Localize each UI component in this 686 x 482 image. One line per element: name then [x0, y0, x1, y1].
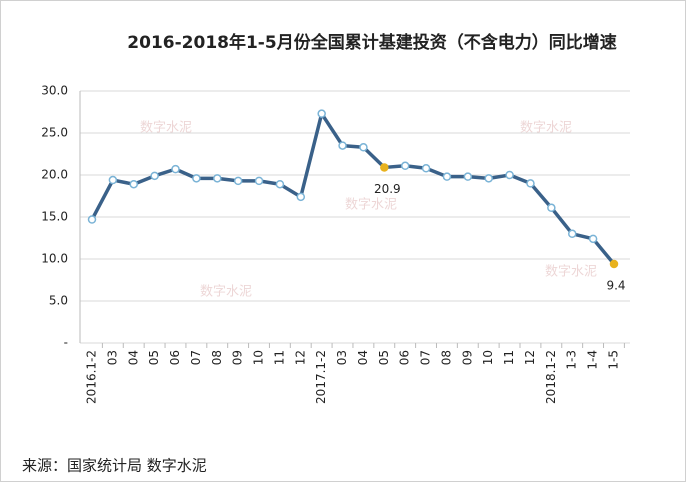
marker [421, 164, 431, 173]
marker [442, 172, 452, 181]
x-tick-label: 03 [105, 350, 119, 365]
marker [588, 234, 598, 244]
marker [526, 179, 535, 188]
x-tick-label: 06 [168, 350, 182, 365]
x-tick-label: 08 [439, 350, 453, 365]
marker [192, 174, 201, 183]
y-tick-label: 20.0 [41, 168, 68, 182]
x-tick-label: 2016.1-2 [85, 350, 99, 404]
watermark: 数字水泥 [520, 121, 572, 136]
source: 来源：国家统计局 数字水泥 [22, 457, 207, 475]
marker [275, 179, 285, 189]
watermark: 数字水泥 [345, 198, 397, 213]
chart-title: 2016-2018年1-5月份全国累计基建投资（不含电力）同比增速 [127, 32, 616, 53]
watermark: 数字水泥 [200, 285, 252, 300]
x-tick-label: 10 [252, 350, 266, 365]
marker [213, 174, 222, 183]
y-tick-label: 30.0 [41, 84, 68, 98]
marker [87, 215, 97, 224]
x-tick-label: 11 [272, 350, 286, 365]
marker [567, 229, 577, 239]
marker [254, 176, 264, 186]
x-tick-label: 09 [460, 350, 474, 365]
x-tick-label: 2018.1-2 [544, 350, 558, 404]
data-label: 20.9 [374, 182, 401, 196]
x-tick-label: 04 [356, 350, 370, 365]
x-tick-label: 09 [231, 350, 245, 365]
marker [317, 109, 326, 118]
x-tick-label: 12 [293, 350, 307, 365]
y-tick-label: 10.0 [41, 252, 68, 266]
y-tick-label: 15.0 [41, 210, 68, 224]
y-tick-label: - [64, 336, 68, 350]
x-tick-label: 03 [335, 350, 349, 365]
marker [609, 259, 619, 269]
marker [400, 161, 410, 171]
x-tick-label: 2017.1-2 [314, 350, 328, 404]
x-tick-label: 07 [419, 350, 433, 365]
x-tick-label: 08 [210, 350, 224, 365]
marker [338, 141, 347, 150]
marker [171, 164, 180, 174]
marker [463, 172, 473, 181]
watermark: 数字水泥 [545, 265, 597, 280]
y-tick-label: 5.0 [49, 294, 68, 308]
marker [505, 170, 514, 180]
marker [380, 163, 389, 172]
data-label: 9.4 [606, 279, 625, 293]
marker [484, 174, 493, 183]
x-tick-label: 12 [523, 350, 537, 365]
x-tick-label: 05 [147, 350, 161, 365]
marker [150, 171, 159, 181]
x-tick-label: 11 [502, 350, 516, 365]
x-tick-label: 1-4 [586, 350, 600, 370]
x-tick-label: 07 [189, 350, 203, 365]
marker [359, 143, 368, 152]
marker [547, 203, 556, 213]
marker [108, 175, 118, 185]
watermark: 数字水泥 [140, 121, 192, 136]
y-tick-label: 25.0 [41, 126, 68, 140]
marker [129, 179, 139, 189]
x-tick-label: 05 [377, 350, 391, 365]
x-tick-label: 10 [481, 350, 495, 365]
x-tick-label: 1-5 [607, 350, 621, 370]
x-tick-label: 06 [398, 350, 412, 365]
marker [296, 192, 306, 202]
x-tick-label: 04 [126, 350, 140, 365]
x-tick-label: 1-3 [565, 350, 579, 370]
marker [233, 176, 243, 186]
